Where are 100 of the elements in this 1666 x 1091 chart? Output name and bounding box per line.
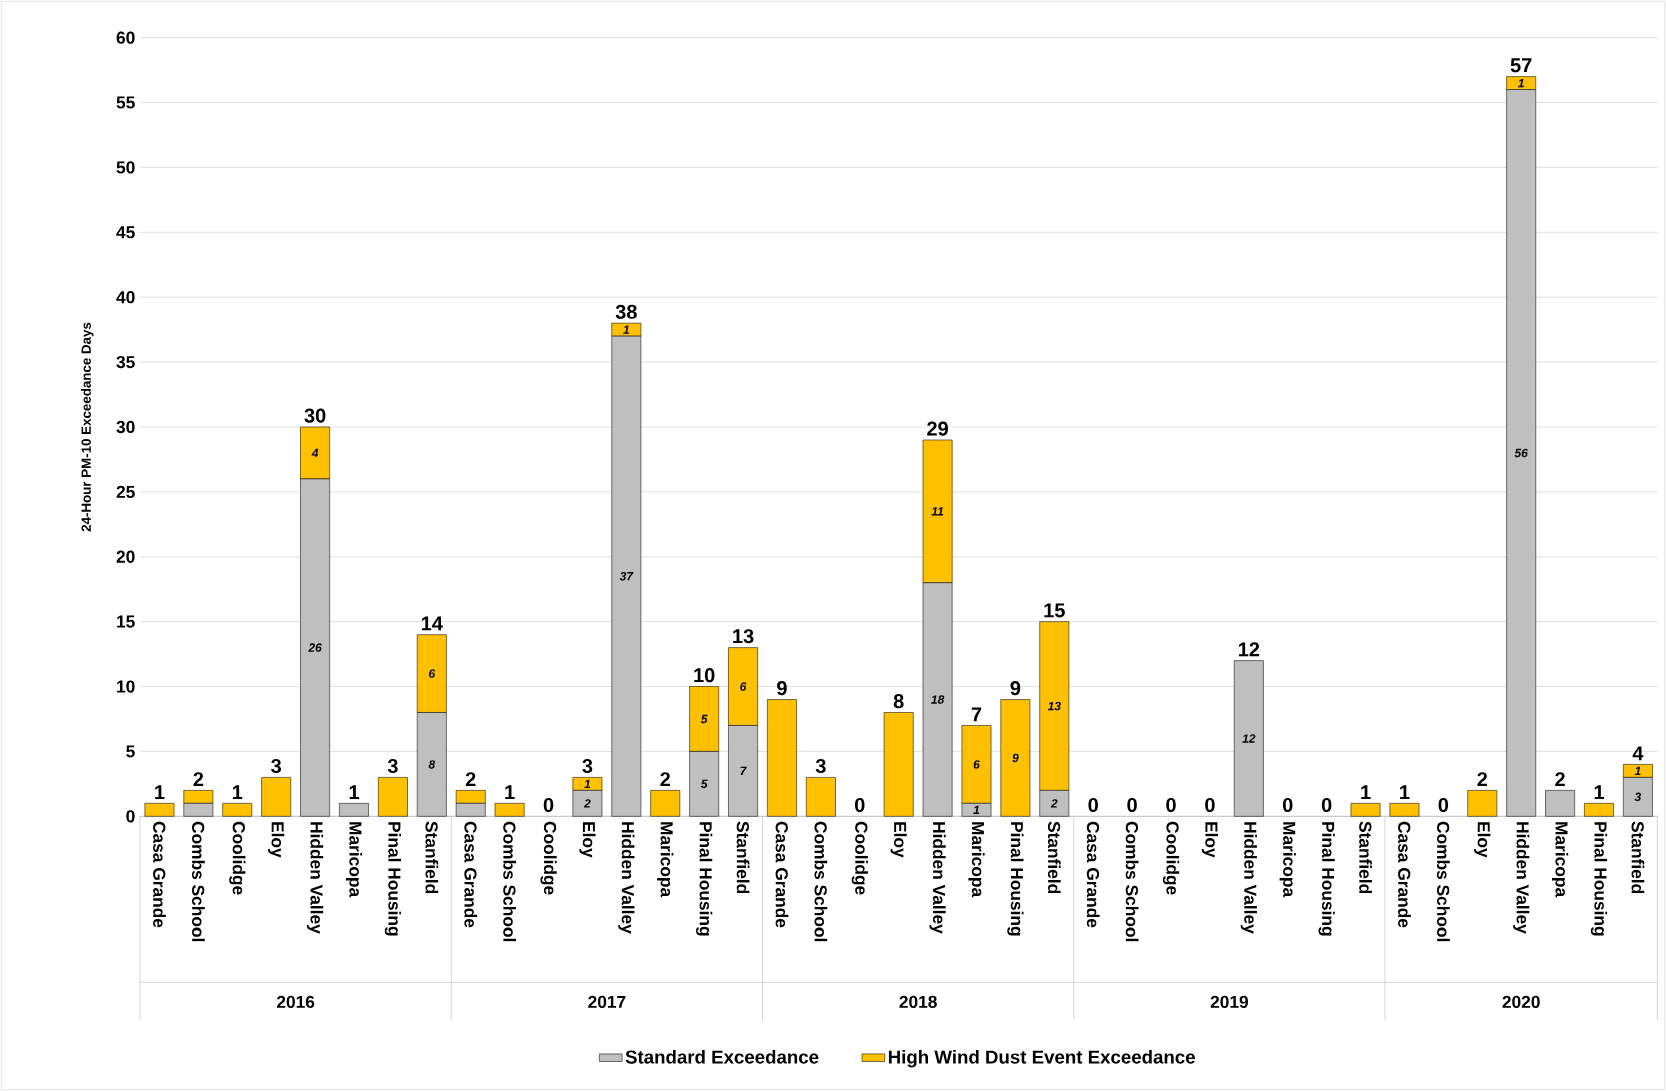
- x-tick-label: Coolidge: [540, 821, 557, 895]
- x-tick-label: Hidden Valley: [1240, 822, 1257, 934]
- x-tick-label: Casa Grande: [464, 821, 478, 928]
- x-tick-label: Maricopa: [968, 822, 985, 898]
- text: 2017: [588, 995, 626, 1009]
- bar: [1584, 803, 1614, 817]
- bar: [806, 777, 836, 817]
- total-label: 0: [1205, 797, 1215, 813]
- total-label: 30: [304, 408, 326, 423]
- bar: [650, 790, 681, 817]
- total-label: 1: [1594, 785, 1604, 800]
- x-tick-label: Coolidge: [851, 821, 868, 895]
- data-label: 12: [1242, 734, 1256, 743]
- y-axis-title: 24-Hour PM-10 Exceedance Days: [81, 322, 94, 532]
- x-tick-label: Combs School: [192, 821, 205, 942]
- bar: [1389, 803, 1420, 817]
- y-tick-label: 0: [126, 810, 135, 823]
- total-label: 1: [155, 785, 165, 800]
- total-label: 9: [777, 681, 787, 696]
- x-tick-label: Casa Grande: [1086, 821, 1100, 928]
- total-label: 0: [1166, 797, 1176, 813]
- x-tick-label: Coolidge: [229, 821, 246, 895]
- x-tick-label: Combs School: [1125, 821, 1139, 942]
- total-label: 57: [1510, 58, 1532, 73]
- total-label: 9: [1010, 681, 1021, 696]
- data-label: 56: [1514, 448, 1528, 458]
- text: 2020: [1502, 995, 1540, 1009]
- y-tick-label: 55: [116, 96, 135, 109]
- x-tick-label: Pinal Housing: [1590, 822, 1608, 936]
- total-label: 2: [1477, 772, 1488, 787]
- y-tick-label: 30: [116, 420, 135, 434]
- data-label: 8: [428, 760, 436, 769]
- text: 2016: [276, 995, 315, 1009]
- bar: [767, 699, 797, 817]
- legend-label: High Wind Dust Event Exceedance: [888, 1049, 1195, 1068]
- y-tick-label: 15: [117, 615, 135, 628]
- y-tick-label: 60: [116, 31, 135, 44]
- x-tick-label: Eloy: [268, 822, 285, 858]
- y-tick-label: 25: [116, 485, 135, 499]
- bar: [1000, 699, 1031, 817]
- total-label: 1: [505, 785, 515, 800]
- x-tick-label: Casa Grande: [775, 821, 789, 928]
- x-tick-label: Stanfield: [736, 821, 750, 894]
- data-label: 6: [429, 669, 436, 678]
- x-tick-label: Hidden Valley: [1513, 822, 1530, 934]
- total-label: 29: [927, 421, 948, 436]
- data-label: 1: [623, 325, 630, 334]
- total-label: 0: [1321, 797, 1332, 813]
- data-label: 5: [700, 779, 708, 789]
- x-tick-label: Combs School: [1437, 821, 1450, 942]
- x-tick-label: Casa Grande: [1398, 821, 1411, 928]
- data-label: 5: [700, 714, 708, 724]
- text: 2019: [1210, 995, 1248, 1009]
- y-tick-label: 50: [116, 161, 135, 174]
- x-tick-label: Pinal Housing: [1007, 822, 1024, 936]
- x-tick-label: Eloy: [1201, 822, 1219, 858]
- total-label: 3: [582, 758, 593, 774]
- bar: [883, 712, 914, 817]
- x-tick-label: Maricopa: [1279, 822, 1296, 898]
- data-label: 37: [619, 571, 634, 581]
- data-label: 7: [740, 766, 747, 776]
- total-label: 8: [893, 694, 904, 709]
- x-tick-label: Hidden Valley: [307, 822, 324, 934]
- total-label: 7: [971, 707, 982, 722]
- x-tick-label: Eloy: [890, 822, 907, 858]
- x-tick-label: Hidden Valley: [929, 822, 946, 934]
- total-label: 2: [660, 772, 670, 787]
- y-tick-label: 20: [116, 550, 135, 563]
- total-label: 0: [543, 797, 554, 813]
- data-label: 2: [1050, 799, 1058, 808]
- x-tick-label: Eloy: [579, 822, 596, 858]
- total-label: 4: [1632, 746, 1644, 761]
- legend-label: Standard Exceedance: [625, 1049, 819, 1064]
- data-label: 1: [584, 779, 591, 788]
- data-label: 6: [740, 682, 747, 691]
- total-label: 0: [855, 797, 865, 813]
- x-tick-label: Pinal Housing: [696, 822, 713, 936]
- data-label: 1: [973, 805, 980, 814]
- total-label: 3: [387, 758, 398, 774]
- bar: [378, 777, 408, 817]
- total-label: 10: [694, 668, 715, 683]
- total-label: 0: [1282, 797, 1293, 813]
- total-label: 12: [1238, 642, 1260, 657]
- bar: [1545, 790, 1575, 817]
- x-tick-label: Maricopa: [1552, 822, 1569, 898]
- total-label: 13: [733, 629, 754, 644]
- x-tick-label: Combs School: [503, 821, 516, 942]
- bar: [494, 803, 525, 817]
- total-label: 1: [349, 785, 359, 800]
- total-label: 0: [1127, 797, 1137, 813]
- bar: [1467, 790, 1498, 817]
- bar: [144, 803, 175, 817]
- data-label: 13: [1047, 701, 1061, 711]
- total-label: 3: [815, 758, 826, 774]
- x-tick-label: Eloy: [1474, 822, 1491, 858]
- total-label: 14: [421, 616, 443, 631]
- data-label: 1: [1518, 78, 1524, 88]
- total-label: 3: [271, 758, 282, 774]
- x-tick-label: Stanfield: [1631, 821, 1645, 894]
- y-tick-label: 10: [117, 680, 135, 693]
